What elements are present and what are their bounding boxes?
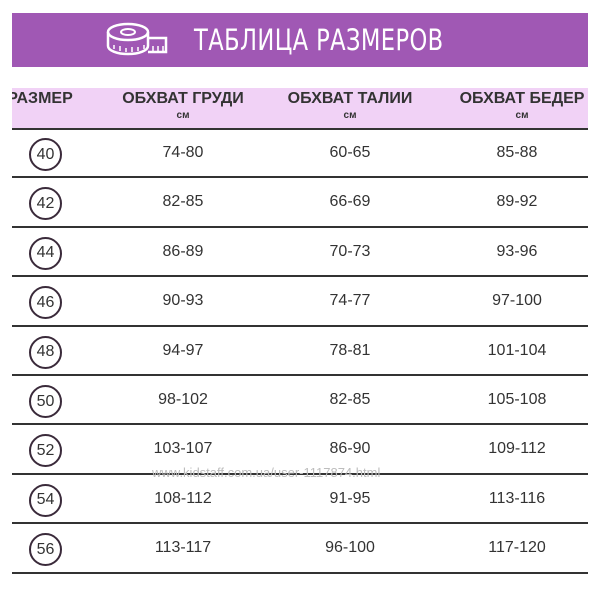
table-cell: 78-81 bbox=[329, 341, 371, 359]
divider bbox=[12, 275, 588, 278]
page-title: ТАБЛИЦА РАЗМЕРОВ bbox=[194, 23, 444, 57]
table-cell: 86-90 bbox=[329, 440, 371, 458]
divider bbox=[12, 571, 588, 574]
table-cell: 97-100 bbox=[492, 292, 542, 310]
size-badge: 40 bbox=[29, 138, 62, 171]
table-cell: 113-116 bbox=[488, 489, 546, 507]
table-row: 56 113-117 96-100 117-120 bbox=[12, 524, 588, 573]
table-row: 46 90-93 74-77 97-100 bbox=[12, 277, 588, 326]
header-hips: ОБХВАТ БЕДЕР см bbox=[459, 90, 585, 121]
divider bbox=[12, 522, 588, 525]
table-cell: 98-102 bbox=[158, 391, 208, 408]
table-cell: 74-80 bbox=[162, 144, 204, 161]
table-cell: 94-97 bbox=[162, 341, 204, 359]
size-table: РАЗМЕР ОБХВАТ ГРУДИ см ОБХВАТ ТАЛИИ см ОБХ… bbox=[12, 88, 588, 578]
table-cell: 90-93 bbox=[162, 292, 204, 310]
measuring-tape-icon bbox=[106, 22, 168, 56]
table-cell: 66-69 bbox=[329, 193, 371, 211]
divider bbox=[12, 225, 588, 228]
divider bbox=[12, 472, 588, 475]
size-badge: 54 bbox=[29, 483, 62, 517]
size-badge: 52 bbox=[29, 434, 62, 468]
table-cell: 108-112 bbox=[154, 489, 212, 507]
table-row: 42 82-85 66-69 89-92 bbox=[12, 178, 588, 227]
table-row: 44 86-89 70-73 93-96 bbox=[12, 228, 588, 277]
table-cell: 85-88 bbox=[496, 144, 538, 161]
table-cell: 117-120 bbox=[488, 539, 546, 557]
table-row: 48 94-97 78-81 101-104 bbox=[12, 327, 588, 376]
size-badge: 44 bbox=[29, 236, 62, 270]
table-cell: 96-100 bbox=[325, 539, 375, 557]
table-cell: 101-104 bbox=[487, 341, 547, 359]
table-cell: 89-92 bbox=[496, 193, 538, 211]
table-cell: 60-65 bbox=[329, 144, 371, 161]
table-header: РАЗМЕР ОБХВАТ ГРУДИ см ОБХВАТ ТАЛИИ см ОБХ… bbox=[12, 88, 588, 128]
header-waist: ОБХВАТ ТАЛИИ см bbox=[287, 90, 413, 121]
table-cell: 86-89 bbox=[162, 242, 204, 260]
size-badge: 56 bbox=[29, 533, 62, 567]
divider bbox=[12, 176, 588, 179]
size-badge: 46 bbox=[29, 286, 62, 320]
table-cell: 74-77 bbox=[329, 292, 371, 310]
table-cell: 82-85 bbox=[162, 193, 204, 211]
table-cell: 105-108 bbox=[487, 391, 547, 408]
header-size: РАЗМЕР bbox=[12, 90, 73, 107]
table-row: 50 98-102 82-85 105-108 bbox=[12, 376, 588, 425]
table-cell: 113-117 bbox=[154, 539, 212, 557]
size-badge: 50 bbox=[29, 385, 62, 418]
size-badge: 42 bbox=[29, 187, 62, 221]
size-badge: 48 bbox=[29, 335, 62, 369]
table-row: 40 74-80 60-65 85-88 bbox=[12, 129, 588, 178]
table-cell: 91-95 bbox=[329, 489, 371, 507]
watermark: www.kidstaff.com.ua/user-1117874.html bbox=[152, 465, 381, 480]
table-cell: 109-112 bbox=[488, 440, 546, 458]
header-chest: ОБХВАТ ГРУДИ см bbox=[122, 90, 244, 121]
divider bbox=[12, 423, 588, 426]
table-row: 52 103-107 86-90 109-112 bbox=[12, 425, 588, 474]
table-cell: 103-107 bbox=[153, 440, 213, 458]
divider bbox=[12, 324, 588, 327]
table-cell: 93-96 bbox=[496, 242, 538, 260]
table-cell: 70-73 bbox=[329, 242, 371, 260]
title-banner: ТАБЛИЦА РАЗМЕРОВ bbox=[12, 13, 588, 67]
divider bbox=[12, 128, 588, 130]
table-cell: 82-85 bbox=[329, 391, 371, 408]
table-row: 54 108-112 91-95 113-116 bbox=[12, 475, 588, 524]
divider bbox=[12, 374, 588, 376]
